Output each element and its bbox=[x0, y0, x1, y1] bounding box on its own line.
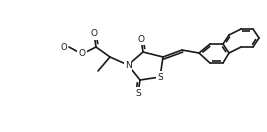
Text: N: N bbox=[125, 60, 131, 70]
Text: S: S bbox=[135, 88, 141, 98]
Text: O: O bbox=[60, 43, 67, 51]
Text: O: O bbox=[138, 34, 144, 44]
Text: S: S bbox=[157, 72, 163, 81]
Text: O: O bbox=[91, 29, 97, 39]
Text: O: O bbox=[78, 50, 85, 58]
